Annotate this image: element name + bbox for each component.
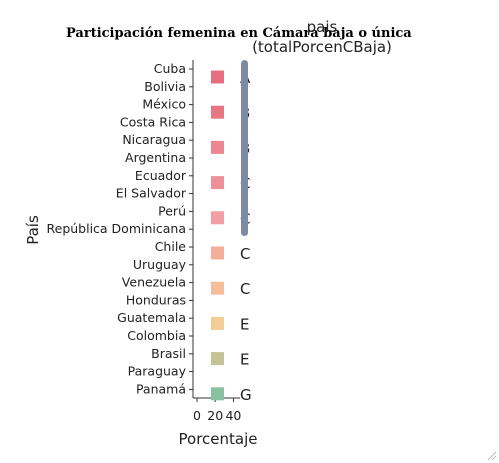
- y-tick-label: Brasil: [151, 346, 186, 361]
- y-tick-label: El Salvador: [116, 186, 187, 201]
- y-tick-label: Argentina: [125, 150, 186, 165]
- x-tick-label: 0: [193, 408, 201, 423]
- legend-scrollbar-thumb[interactable]: [241, 60, 248, 236]
- y-tick-label: Perú: [158, 203, 186, 218]
- chart-title: Participación femenina en Cámara baja o …: [66, 26, 412, 41]
- x-axis-title: Porcentaje: [179, 430, 258, 448]
- y-tick-label: Venezuela: [122, 275, 186, 290]
- legend-item[interactable]: E: [211, 315, 249, 333]
- y-tick-label: Chile: [155, 239, 187, 254]
- legend-item[interactable]: G: [211, 386, 252, 404]
- legend-swatch: [211, 176, 224, 190]
- x-tick-label: 40: [225, 408, 241, 423]
- y-tick-label: Honduras: [126, 292, 186, 307]
- legend-swatch: [211, 281, 224, 295]
- y-tick-label: Uruguay: [133, 257, 187, 272]
- x-tick-label: 20: [207, 408, 223, 423]
- y-tick-label: Costa Rica: [120, 114, 186, 129]
- legend-swatch: [211, 105, 224, 119]
- resize-grip-icon[interactable]: [485, 449, 497, 461]
- legend-swatch: [211, 246, 224, 260]
- y-tick-label: Nicaragua: [122, 132, 186, 147]
- legend-item[interactable]: C: [211, 245, 250, 263]
- legend-title-line1: pais: [307, 18, 338, 36]
- y-tick-label: Colombia: [127, 328, 186, 343]
- legend-swatch: [211, 140, 224, 154]
- legend-item[interactable]: E: [211, 351, 249, 369]
- legend-swatch: [211, 70, 224, 84]
- x-ticks: 0 20 40: [193, 398, 241, 423]
- legend-label: C: [240, 280, 250, 298]
- y-ticks: Cuba Bolivia México Costa Rica Nicaragua Arge…: [47, 61, 193, 396]
- y-tick-label: Ecuador: [135, 168, 187, 183]
- legend-label: C: [240, 245, 250, 263]
- y-axis-title: País: [24, 215, 42, 245]
- legend-swatch: [211, 387, 224, 401]
- y-tick-label: Cuba: [154, 61, 186, 76]
- y-tick-label: Bolivia: [144, 79, 186, 94]
- legend-swatch: [211, 211, 224, 225]
- y-tick-label: Paraguay: [128, 364, 187, 379]
- y-tick-label: México: [142, 97, 186, 112]
- legend-label: E: [240, 351, 249, 369]
- legend-swatch: [211, 316, 224, 330]
- y-tick-label: Guatemala: [117, 310, 186, 325]
- legend-label: G: [240, 386, 252, 404]
- legend-label: E: [240, 315, 249, 333]
- legend-item[interactable]: C: [211, 280, 250, 298]
- y-tick-label: República Dominicana: [47, 221, 187, 236]
- y-tick-label: Panamá: [136, 381, 186, 396]
- legend-swatch: [211, 352, 224, 366]
- legend-title-line2: (totalPorcenCBaja): [252, 38, 392, 56]
